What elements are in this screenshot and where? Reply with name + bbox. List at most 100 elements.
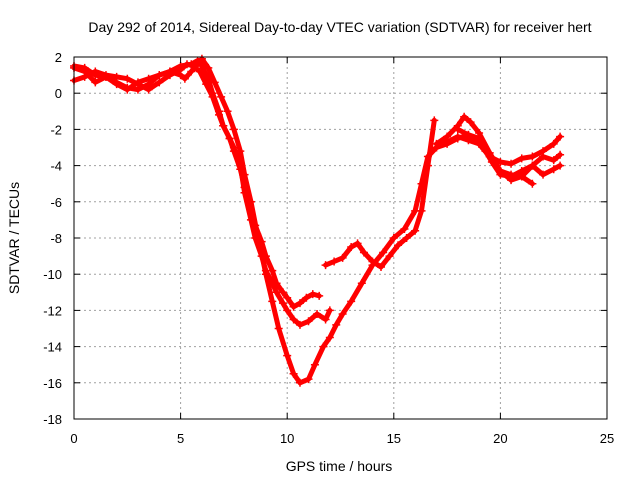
data-point bbox=[187, 67, 196, 76]
data-point bbox=[313, 310, 322, 319]
x-tick-label: 15 bbox=[387, 431, 401, 446]
data-point bbox=[144, 80, 153, 89]
data-point bbox=[464, 130, 473, 139]
data-point bbox=[338, 310, 347, 319]
data-point bbox=[394, 241, 403, 250]
y-tick-label: -6 bbox=[50, 195, 62, 210]
data-point bbox=[400, 224, 409, 233]
data-point bbox=[507, 159, 516, 168]
data-point bbox=[549, 139, 558, 148]
data-point bbox=[195, 67, 204, 76]
series-satellite-track-4 bbox=[321, 116, 439, 271]
data-point bbox=[321, 261, 330, 270]
data-point bbox=[556, 161, 565, 170]
data-point bbox=[475, 129, 484, 138]
data-point bbox=[214, 110, 223, 119]
data-point bbox=[240, 170, 249, 179]
y-tick-label: -18 bbox=[43, 412, 62, 427]
data-point bbox=[423, 161, 432, 170]
data-point bbox=[223, 107, 232, 116]
data-point bbox=[236, 147, 245, 156]
series-line bbox=[71, 56, 563, 386]
data-point bbox=[289, 369, 298, 378]
x-axis-label: GPS time / hours bbox=[286, 458, 393, 474]
data-point bbox=[556, 132, 565, 141]
data-point bbox=[325, 333, 334, 342]
data-point bbox=[302, 293, 311, 302]
data-point bbox=[295, 378, 304, 387]
data-point bbox=[261, 270, 270, 279]
data-point bbox=[539, 147, 548, 156]
data-point bbox=[133, 85, 142, 94]
data-point bbox=[202, 80, 211, 89]
data-point bbox=[460, 112, 469, 121]
data-point bbox=[193, 60, 202, 69]
series-satellite-track-1 bbox=[70, 56, 324, 311]
data-point bbox=[310, 360, 319, 369]
plot-area bbox=[70, 54, 565, 387]
data-point bbox=[315, 291, 324, 300]
data-point bbox=[347, 243, 356, 252]
data-point bbox=[229, 125, 238, 134]
data-point bbox=[485, 152, 494, 161]
data-point bbox=[430, 116, 439, 125]
data-point bbox=[402, 234, 411, 242]
y-tick-label: -12 bbox=[43, 303, 62, 318]
x-tick-label: 5 bbox=[177, 431, 184, 446]
data-point bbox=[197, 54, 206, 63]
data-point bbox=[453, 125, 462, 134]
data-point bbox=[268, 297, 277, 306]
y-tick-label: -4 bbox=[50, 159, 62, 174]
grid bbox=[74, 57, 607, 419]
data-point bbox=[556, 150, 565, 159]
data-point bbox=[475, 139, 484, 148]
x-tick-label: 25 bbox=[600, 431, 614, 446]
data-point bbox=[368, 257, 377, 266]
data-point bbox=[319, 342, 328, 351]
data-point bbox=[219, 121, 228, 130]
data-point bbox=[123, 74, 132, 83]
y-tick-label: 0 bbox=[55, 86, 62, 101]
data-point bbox=[321, 315, 330, 324]
x-tick-label: 0 bbox=[70, 431, 77, 446]
data-point bbox=[549, 156, 558, 165]
data-point bbox=[332, 320, 341, 329]
data-point bbox=[379, 248, 388, 257]
data-point bbox=[507, 170, 516, 179]
series-satellite-track-7 bbox=[453, 125, 537, 188]
data-point bbox=[496, 167, 505, 176]
data-point bbox=[123, 83, 132, 92]
data-point bbox=[411, 226, 420, 235]
y-tick-label: -10 bbox=[43, 267, 62, 282]
data-point bbox=[272, 288, 281, 297]
data-point bbox=[80, 72, 89, 81]
y-axis-label: SDTVAR / TECUs bbox=[6, 182, 22, 294]
data-point bbox=[91, 71, 100, 80]
data-point bbox=[278, 299, 287, 308]
data-point bbox=[253, 230, 262, 239]
data-point bbox=[295, 299, 304, 308]
data-point bbox=[274, 324, 283, 333]
data-point bbox=[377, 262, 386, 271]
data-point bbox=[225, 134, 234, 143]
x-tick-label: 10 bbox=[280, 431, 294, 446]
data-point bbox=[528, 152, 537, 161]
data-point bbox=[208, 92, 217, 101]
data-point bbox=[385, 252, 394, 261]
series-line bbox=[71, 61, 333, 328]
data-point bbox=[217, 92, 226, 101]
data-point bbox=[204, 63, 213, 72]
x-tick-label: 20 bbox=[493, 431, 507, 446]
data-point bbox=[528, 161, 537, 170]
data-point bbox=[165, 67, 174, 76]
series-satellite-track-6 bbox=[432, 132, 565, 168]
data-point bbox=[308, 290, 317, 299]
data-point bbox=[210, 78, 219, 87]
data-point bbox=[347, 297, 356, 306]
data-point bbox=[549, 165, 558, 174]
y-tick-label: -8 bbox=[50, 231, 62, 246]
data-point bbox=[289, 302, 298, 311]
data-point bbox=[432, 143, 441, 152]
data-point bbox=[283, 351, 292, 360]
